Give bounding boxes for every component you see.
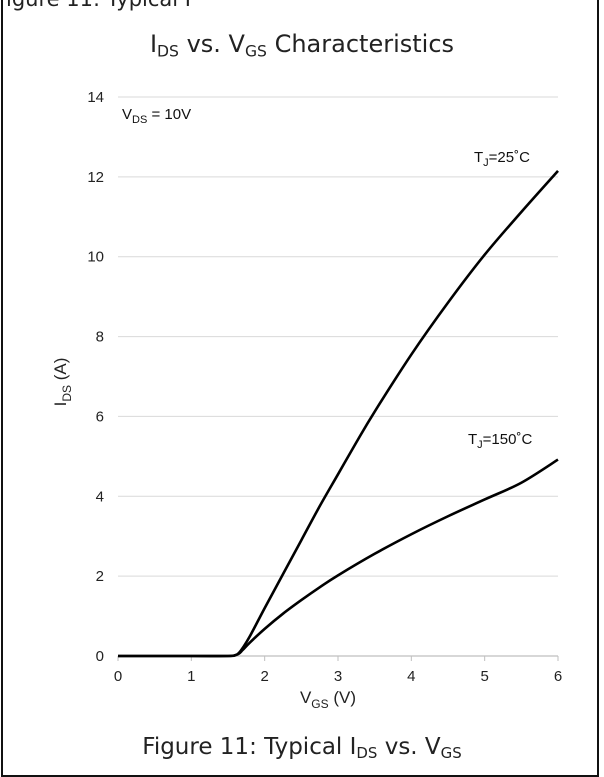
x-tick-label: 3	[334, 668, 342, 685]
title-sub-gs: GS	[244, 42, 267, 61]
cut-off-caption: igure 11: Typical I	[6, 0, 191, 11]
y-tick-label: 8	[96, 329, 104, 346]
x-tick-labels: 0 1 2 3 4 5 6	[114, 668, 562, 685]
x-tick-label: 0	[114, 668, 122, 685]
y-tick-label: 10	[87, 249, 104, 266]
chart-title: IDS vs. VGS Characteristics	[0, 30, 604, 61]
title-main: I	[149, 30, 158, 58]
x-tick-label: 6	[554, 668, 562, 685]
title-tail: Characteristics	[266, 30, 455, 58]
y-tick-label: 2	[96, 568, 104, 585]
title-mid: vs. V	[178, 30, 245, 58]
x-axis-label: VGS (V)	[300, 688, 356, 711]
title-sub-ds: DS	[157, 42, 179, 61]
caption-main: Figure 11: Typical I	[142, 734, 357, 760]
series-lines	[118, 170, 559, 658]
series-line-25c	[118, 170, 559, 658]
y-axis-label: IDS (A)	[51, 358, 74, 407]
gridlines	[118, 96, 558, 577]
series-label-25c: TJ=25˚C	[474, 149, 530, 169]
series-line-150c	[118, 458, 559, 658]
x-tick-label: 1	[187, 668, 195, 685]
series-label-150c: TJ=150˚C	[468, 431, 532, 451]
y-tick-label: 6	[96, 408, 104, 425]
figure-caption: Figure 11: Typical IDS vs. VGS	[0, 734, 604, 763]
x-tick-label: 2	[260, 668, 268, 685]
y-tick-label: 12	[87, 169, 104, 186]
caption-sub-gs: GS	[440, 744, 462, 763]
y-tick-label: 0	[96, 648, 104, 665]
y-tick-labels: 0 2 4 6 8 10 12 14	[87, 89, 104, 665]
y-tick-label: 14	[87, 89, 104, 106]
caption-sub-ds: DS	[356, 744, 378, 763]
vds-condition-label: VDS = 10V	[122, 106, 191, 126]
x-tick-label: 4	[407, 668, 415, 685]
caption-mid: vs. V	[377, 734, 441, 760]
x-tick-label: 5	[480, 668, 488, 685]
y-tick-label: 4	[96, 488, 104, 505]
